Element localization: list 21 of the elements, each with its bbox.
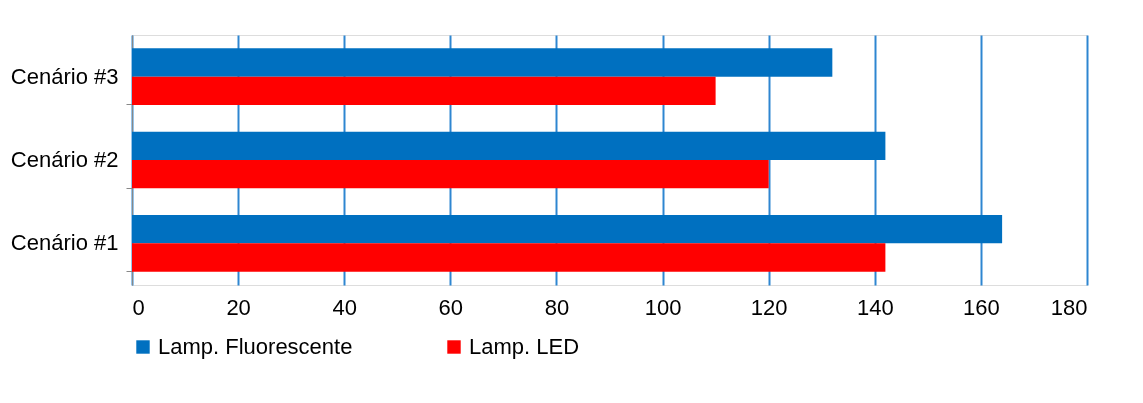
- legend-label: Lamp. Fluorescente: [158, 334, 353, 359]
- x-tick-label: 40: [332, 294, 357, 320]
- bar: [132, 76, 716, 105]
- y-tick-label: Cenário #2: [10, 147, 119, 172]
- x-tick-label: 60: [438, 294, 464, 320]
- x-tick-label: 120: [750, 294, 788, 320]
- x-tick-label: 180: [1050, 294, 1088, 320]
- x-tick-label: 160: [963, 294, 1000, 320]
- x-tick-label: 0: [132, 294, 145, 320]
- x-tick-label: 80: [544, 294, 570, 320]
- x-tick-label: 20: [226, 294, 251, 320]
- legend-label: Lamp. LED: [469, 334, 580, 359]
- bar: [132, 243, 886, 272]
- bar: [132, 160, 769, 189]
- bar: [132, 131, 886, 160]
- bar: [132, 215, 1003, 244]
- bar: [132, 48, 833, 77]
- x-tick-label: 140: [856, 294, 894, 320]
- y-tick-label: Cenário #1: [10, 230, 119, 256]
- y-tick-label: Cenário #3: [10, 63, 119, 89]
- x-tick-label: 100: [644, 294, 682, 320]
